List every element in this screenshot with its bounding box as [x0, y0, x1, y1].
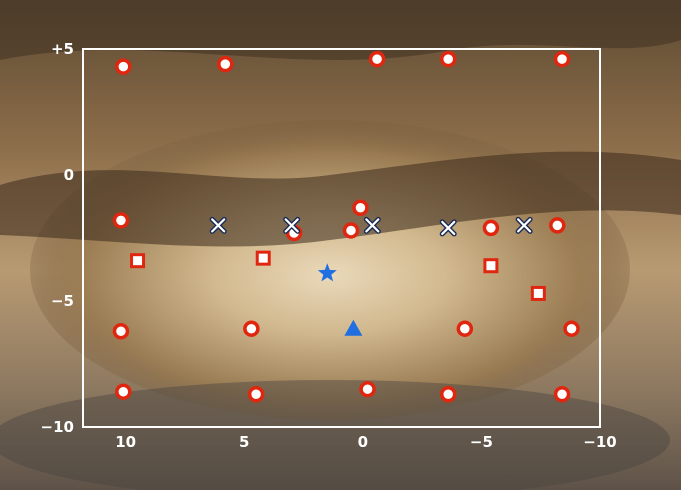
- square-marker: [483, 258, 499, 274]
- x-tick-label: 10: [115, 433, 136, 451]
- circle-marker: [439, 385, 457, 403]
- star-marker: [317, 263, 337, 282]
- x-marker: [439, 219, 457, 237]
- circle-marker: [563, 320, 580, 337]
- circle-marker: [553, 385, 571, 403]
- circle-marker: [115, 383, 132, 400]
- y-tick-label: −10: [41, 418, 74, 436]
- axis-ticks: 10 5 0 −5 −10 +5 0 −5 −10: [41, 40, 617, 451]
- square-marker: [130, 253, 146, 269]
- x-marker: [283, 216, 301, 234]
- circle-marker: [217, 55, 234, 73]
- circle-marker: [115, 58, 132, 75]
- circle-marker: [112, 212, 130, 229]
- data-markers: [112, 50, 580, 403]
- y-tick-label: +5: [51, 40, 74, 58]
- x-marker: [363, 216, 381, 234]
- x-tick-label: −5: [470, 433, 493, 451]
- x-tick-label: −10: [583, 433, 616, 451]
- circle-marker: [352, 199, 369, 217]
- plot-frame: [82, 48, 601, 428]
- circle-marker: [368, 50, 386, 68]
- circle-marker: [549, 217, 566, 234]
- circle-marker: [456, 320, 474, 337]
- x-marker: [515, 216, 533, 234]
- circle-marker: [553, 50, 571, 68]
- circle-marker: [359, 380, 376, 398]
- x-tick-label: 0: [358, 433, 368, 451]
- square-marker: [255, 250, 271, 266]
- square-marker: [530, 285, 546, 301]
- triangle-marker: [344, 319, 363, 336]
- circle-marker: [247, 385, 265, 403]
- x-marker: [209, 216, 227, 234]
- circle-marker: [482, 219, 500, 237]
- circle-marker: [342, 222, 360, 239]
- circle-marker: [112, 322, 130, 340]
- circle-marker: [243, 320, 260, 337]
- y-tick-label: 0: [64, 166, 74, 184]
- y-tick-label: −5: [51, 292, 74, 310]
- x-tick-label: 5: [239, 433, 249, 451]
- circle-marker: [439, 50, 457, 68]
